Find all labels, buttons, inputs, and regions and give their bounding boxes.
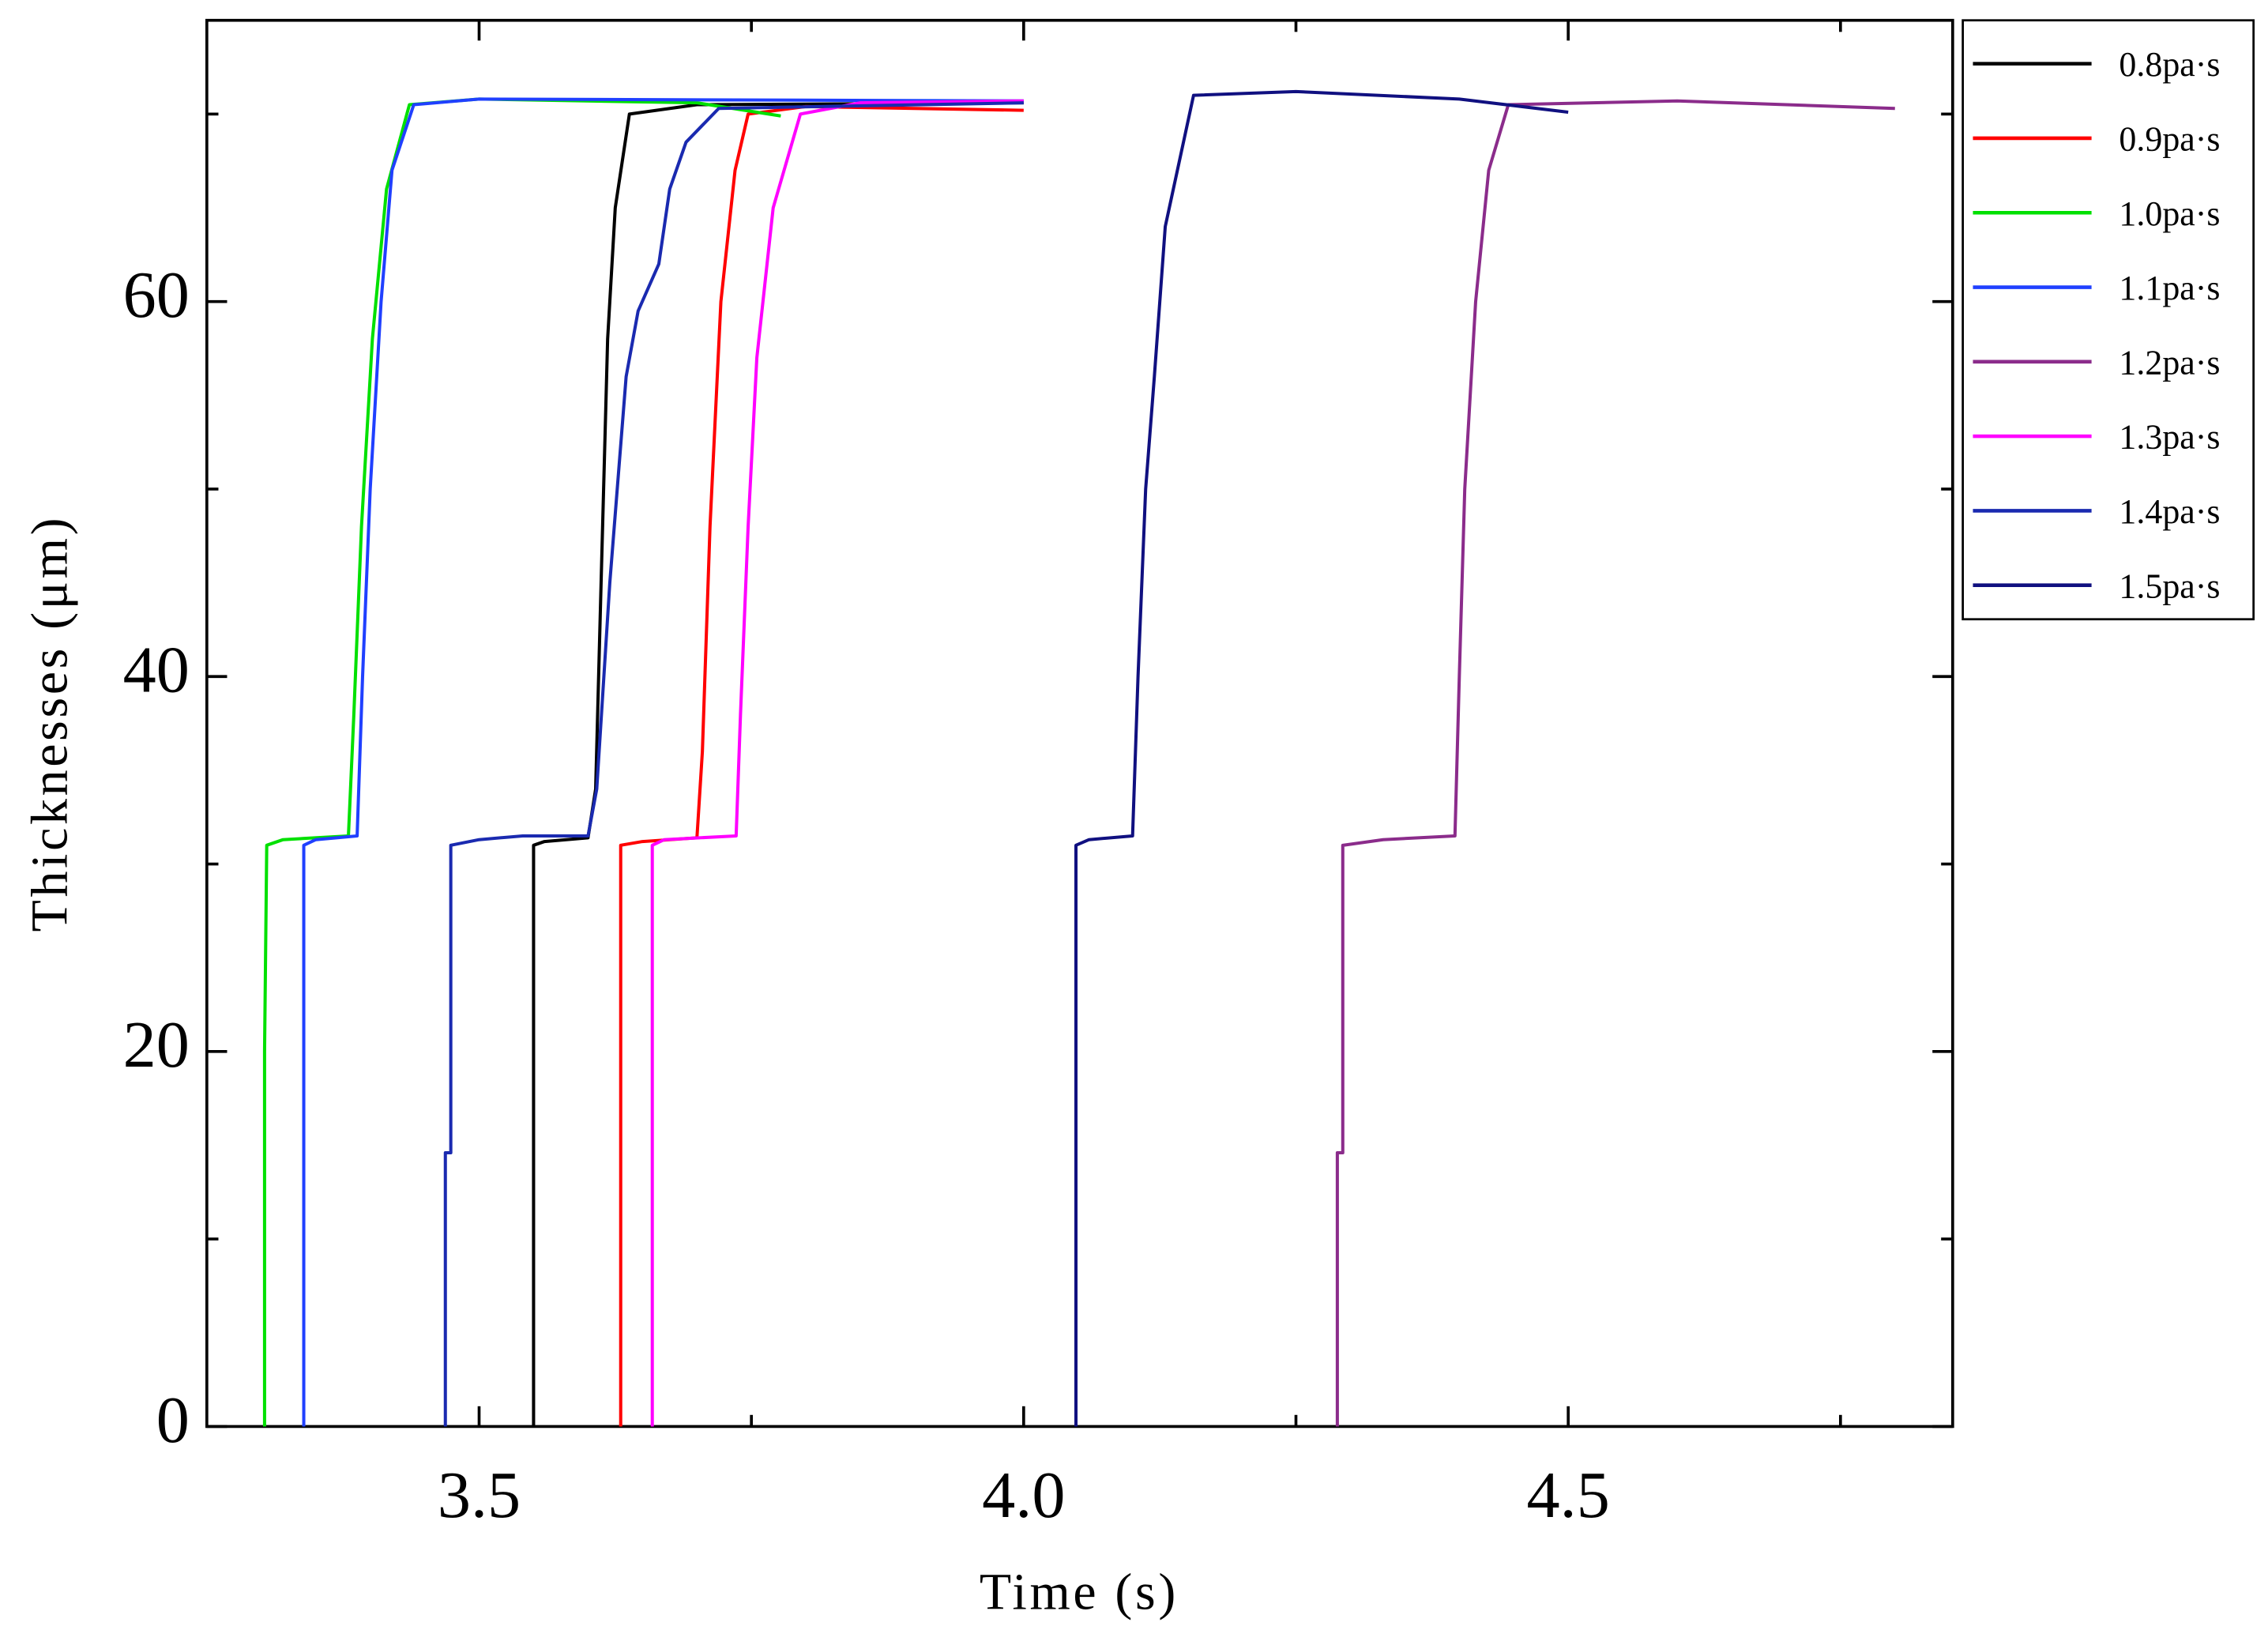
series-line [619,104,1024,1427]
legend-label: 0.9pa·s [2119,120,2220,159]
legend-label: 1.4pa·s [2119,492,2220,531]
x-tick-label: 3.5 [438,1459,521,1532]
legend-label: 1.1pa·s [2119,269,2220,307]
legend-label: 1.3pa·s [2119,418,2220,457]
series-line [1074,89,1569,1427]
y-axis-title: Thicknesses (μm) [21,515,79,932]
y-tick-label: 40 [123,634,190,707]
legend-label: 1.5pa·s [2119,567,2220,605]
series-line [262,97,781,1427]
series-line [302,97,1024,1427]
series-line [650,99,1024,1427]
legend-label: 1.0pa·s [2119,194,2220,233]
y-tick-label: 60 [123,258,190,332]
legend-box [1961,19,2255,621]
legend-label: 1.2pa·s [2119,343,2220,382]
y-tick-label: 0 [156,1383,190,1457]
legend-label: 0.8pa·s [2119,45,2220,84]
x-axis-title: Time (s) [980,1564,1179,1621]
series-line [1335,99,1895,1427]
x-tick-label: 4.5 [1527,1459,1610,1532]
plot-frame [205,18,1954,1429]
series-line [532,101,1024,1427]
series-line [443,101,1024,1427]
x-tick-label: 4.0 [982,1459,1065,1532]
y-tick-label: 20 [123,1008,190,1082]
